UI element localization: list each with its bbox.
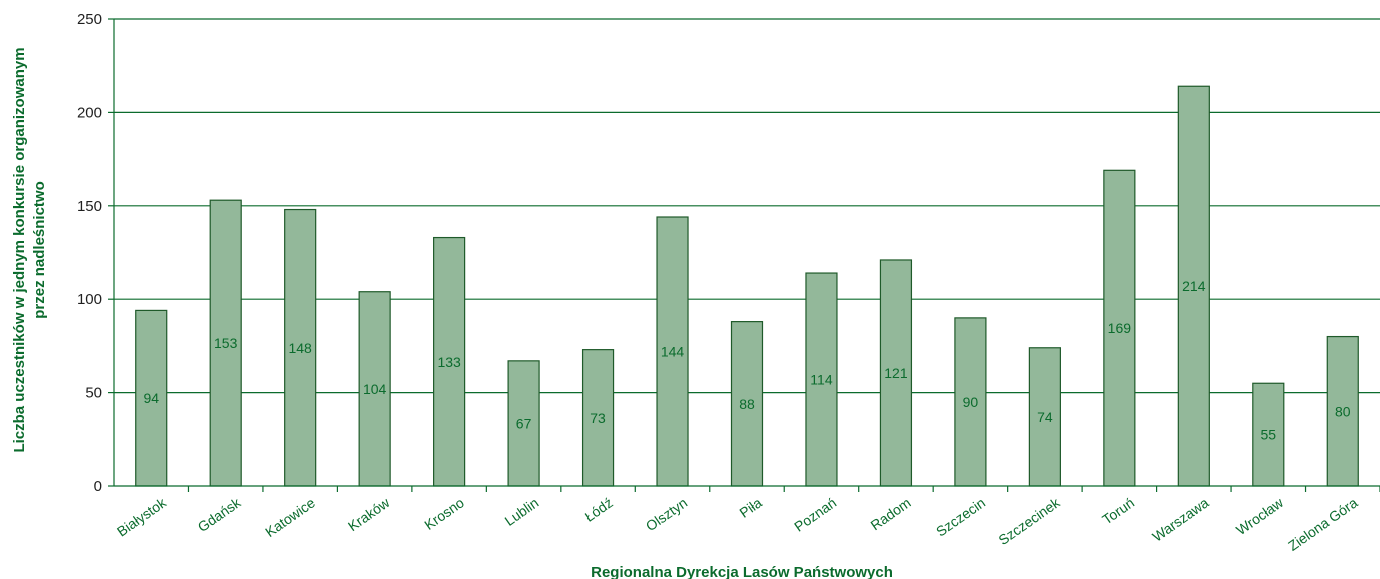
bar [581, 349, 615, 487]
bar [1028, 347, 1061, 487]
x-tick-label: Toruń [1099, 494, 1137, 527]
data-label: 114 [810, 372, 833, 388]
x-tick-label: Piła [736, 494, 764, 521]
x-tick-label: Szczecin [933, 494, 988, 539]
data-label: 148 [288, 340, 312, 356]
x-tick-label: Krosno [421, 494, 467, 533]
axes [108, 18, 1380, 492]
data-label: 144 [661, 344, 685, 360]
bar [1326, 335, 1359, 487]
data-label: 55 [1261, 427, 1277, 443]
data-label: 80 [1335, 403, 1351, 419]
data-label: 88 [739, 396, 755, 412]
bar [805, 272, 838, 487]
x-tick-label: Katowice [262, 494, 318, 540]
y-tick-label: 0 [94, 478, 102, 495]
x-tick-label: Poznań [791, 494, 839, 534]
data-label: 133 [437, 354, 461, 370]
data-label: 169 [1108, 320, 1132, 336]
data-label: 90 [963, 394, 979, 410]
y-tick-label: 100 [77, 291, 102, 308]
x-tick-label: Olsztyn [643, 494, 690, 534]
bar [507, 360, 540, 487]
x-tick-label: Radom [868, 494, 914, 533]
data-label: 121 [884, 365, 908, 381]
data-label: 214 [1182, 278, 1206, 294]
bar [135, 309, 168, 487]
bar [284, 208, 317, 487]
x-tick-label: Zielona Góra [1285, 494, 1361, 554]
y-axis-title-line-2: przez nadleśnictwo [31, 181, 48, 319]
x-tick-label: Łódź [582, 494, 616, 525]
data-label: 104 [363, 381, 387, 397]
bars [135, 85, 1359, 487]
x-tick-label: Białystok [114, 494, 170, 540]
bar [954, 317, 987, 487]
bar [433, 236, 466, 487]
x-tick-label: Wrocław [1233, 494, 1287, 538]
gridlines [114, 18, 1380, 394]
x-tick-label: Lublin [502, 494, 542, 529]
y-tick-label: 50 [85, 385, 102, 402]
y-tick-label: 250 [77, 11, 102, 28]
y-axis-title: Liczba uczestników w jednym konkursie or… [11, 47, 48, 452]
data-label: 153 [214, 335, 238, 351]
bar [1103, 169, 1136, 487]
data-label: 74 [1037, 409, 1053, 425]
x-tick-label: Gdańsk [195, 494, 245, 535]
bar [1177, 85, 1210, 487]
y-tick-label: 200 [77, 104, 102, 121]
x-tick-label: Szczecinek [995, 494, 1063, 548]
data-label: 67 [516, 415, 532, 431]
x-tick-label: Warszawa [1149, 494, 1211, 544]
x-tick-labels: Białystok Gdańsk Katowice Kraków Krosno Lubli… [114, 494, 1361, 554]
y-tick-label: 150 [77, 198, 102, 215]
bar [730, 321, 764, 487]
data-labels: 94 153 148 104 133 67 73 144 88 114 121 90 74 169 214 5… [143, 278, 1350, 443]
bar [879, 259, 913, 487]
x-tick-label: Kraków [345, 494, 393, 534]
bar [1252, 382, 1285, 487]
bar [656, 216, 689, 487]
x-axis-title: Regionalna Dyrekcja Lasów Państwowych [591, 564, 893, 579]
data-label: 73 [590, 410, 606, 426]
data-label: 94 [143, 390, 159, 406]
y-tick-labels: 0 50 100 150 200 250 [77, 11, 102, 495]
bar [358, 291, 391, 487]
y-axis-title-line-1: Liczba uczestników w jednym konkursie or… [11, 47, 28, 452]
